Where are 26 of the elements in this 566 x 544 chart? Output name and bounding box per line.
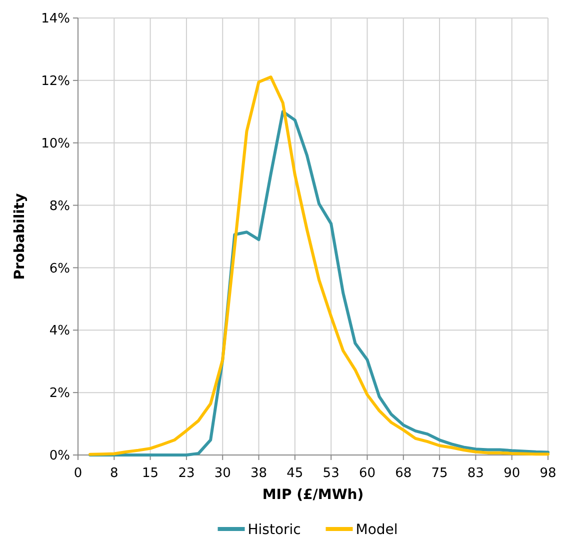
y-tick-label: 2%	[49, 386, 70, 402]
x-tick-label: 30	[214, 466, 231, 481]
x-tick-label: 38	[250, 466, 268, 481]
y-tick-label: 8%	[49, 198, 70, 214]
x-tick-label: 45	[286, 466, 304, 481]
x-tick-label: 0	[74, 466, 82, 481]
x-tick-label: 68	[395, 466, 412, 481]
x-axis-title: MIP (£/MWh)	[262, 487, 364, 503]
x-tick-label: 23	[178, 466, 195, 481]
x-tick-label: 90	[504, 466, 520, 481]
x-tick-label: 8	[110, 466, 118, 481]
x-tick-label: 98	[540, 466, 556, 481]
y-tick-label: 0%	[49, 448, 70, 464]
y-tick-label: 4%	[49, 324, 70, 339]
legend-label: Model	[356, 522, 398, 538]
x-tick-label: 83	[467, 466, 484, 481]
y-tick-label: 14%	[41, 12, 70, 27]
legend-label: Historic	[248, 522, 301, 538]
y-axis-title: Probability	[12, 193, 28, 280]
y-tick-label: 10%	[41, 136, 70, 152]
x-tick-label: 60	[358, 466, 376, 481]
x-tick-label: 53	[322, 466, 340, 481]
x-tick-label: 75	[431, 466, 448, 481]
y-tick-label: 6%	[49, 261, 70, 276]
x-tick-label: 15	[142, 466, 159, 481]
y-tick-label: 12%	[41, 74, 70, 89]
